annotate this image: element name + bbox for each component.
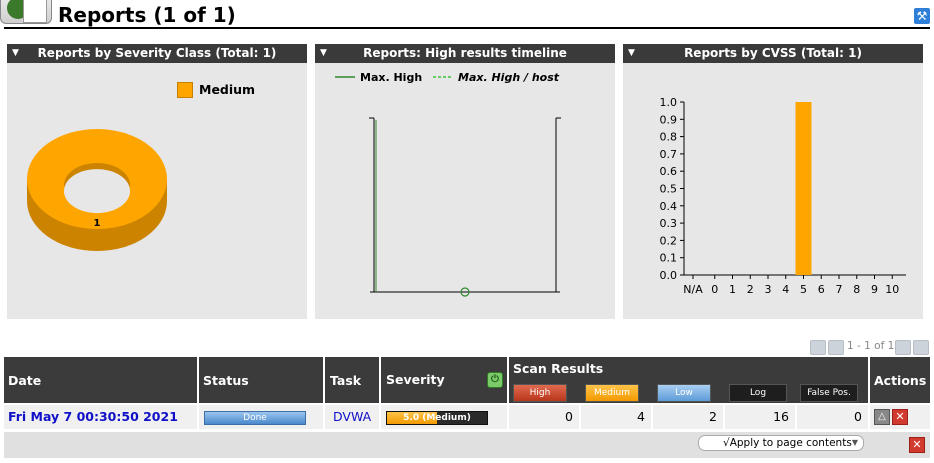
delta-icon[interactable]: △ bbox=[874, 409, 890, 425]
pagination-text: 1 - 1 of 1 bbox=[847, 340, 895, 352]
cvss-y-tick-label: 0.9 bbox=[660, 113, 678, 126]
cvss-y-tick-label: 0.4 bbox=[660, 200, 678, 213]
scan-col-log[interactable]: Log bbox=[729, 384, 787, 402]
status-progress-bar: Done bbox=[204, 411, 306, 425]
cvss-x-tick-label: 10 bbox=[885, 283, 899, 296]
cvss-x-tick-label: 8 bbox=[853, 283, 860, 296]
first-page-button[interactable] bbox=[810, 340, 826, 355]
timeline-legend-solid-label: Max. High bbox=[360, 71, 423, 84]
column-header-actions-label: Actions bbox=[874, 373, 927, 388]
collapse-caret-icon[interactable]: ▼ bbox=[628, 48, 635, 58]
cvss-x-tick-label: N/A bbox=[683, 283, 703, 296]
cvss-y-tick-label: 0.3 bbox=[660, 217, 678, 230]
timeline-legend-dashed-swatch bbox=[433, 76, 453, 78]
cvss-chart-panel: ▼ Reports by CVSS (Total: 1) 0.0 0.1 0.2 0.… bbox=[623, 44, 923, 319]
cvss-x-tick-label: 2 bbox=[747, 283, 754, 296]
scan-col-high[interactable]: High bbox=[513, 384, 567, 402]
cvss-y-tick-label: 0.2 bbox=[660, 234, 678, 247]
timeline-legend-dashed-label: Max. High / host bbox=[458, 71, 560, 84]
wrench-icon[interactable]: ⚒ bbox=[914, 8, 930, 24]
column-header-scan-results-label: Scan Results bbox=[513, 361, 604, 376]
column-header-severity-label: Severity bbox=[386, 372, 445, 387]
page-title: Reports (1 of 1) bbox=[58, 3, 236, 27]
report-date-link[interactable]: Fri May 7 00:30:50 2021 bbox=[4, 405, 197, 429]
severity-cell: 5.0 (Medium) bbox=[381, 405, 507, 429]
report-logo-icon bbox=[0, 0, 52, 24]
cvss-x-tick-label: 0 bbox=[711, 283, 718, 296]
legend-swatch-medium bbox=[177, 82, 193, 98]
next-page-button[interactable] bbox=[895, 340, 911, 355]
scan-col-low[interactable]: Low bbox=[657, 384, 711, 402]
column-header-task[interactable]: Task bbox=[325, 357, 379, 403]
cvss-chart-title: Reports by CVSS (Total: 1) bbox=[684, 46, 862, 60]
refresh-icon[interactable]: ⏻ bbox=[487, 372, 503, 388]
column-header-task-label: Task bbox=[330, 373, 362, 388]
timeline-chart-header[interactable]: ▼ Reports: High results timeline bbox=[315, 44, 615, 63]
severity-chart-panel: ▼ Reports by Severity Class (Total: 1) M… bbox=[7, 44, 307, 319]
previous-page-button[interactable] bbox=[828, 340, 844, 355]
count-medium: 4 bbox=[581, 405, 651, 429]
status-cell: Done bbox=[199, 405, 323, 429]
cvss-bar[interactable] bbox=[795, 102, 812, 275]
cvss-y-tick-label: 0.1 bbox=[660, 252, 678, 265]
count-log: 16 bbox=[725, 405, 795, 429]
chevron-down-icon: ▼ bbox=[851, 438, 858, 447]
scan-col-medium[interactable]: Medium bbox=[585, 384, 639, 402]
apply-to-page-label: √Apply to page contents bbox=[723, 437, 852, 449]
timeline-legend-solid-swatch bbox=[335, 76, 355, 78]
cvss-x-tick-label: 6 bbox=[818, 283, 825, 296]
severity-bar: 5.0 (Medium) bbox=[386, 411, 488, 425]
column-header-severity[interactable]: Severity ⏻ bbox=[381, 357, 507, 403]
status-label: Done bbox=[243, 413, 267, 423]
timeline-point[interactable] bbox=[460, 287, 470, 297]
column-header-status-label: Status bbox=[203, 373, 249, 388]
timeline-plot bbox=[369, 117, 561, 297]
collapse-caret-icon[interactable]: ▼ bbox=[320, 48, 327, 58]
scan-col-false-pos[interactable]: False Pos. bbox=[800, 384, 858, 402]
legend-label-medium: Medium bbox=[199, 82, 256, 97]
column-header-status[interactable]: Status bbox=[199, 357, 323, 403]
donut-slice-label: 1 bbox=[94, 218, 101, 229]
cvss-x-tick-label: 4 bbox=[782, 283, 789, 296]
cvss-x-tick-label: 1 bbox=[729, 283, 736, 296]
severity-bar-fill bbox=[387, 412, 437, 424]
bulk-delete-icon[interactable]: ✕ bbox=[909, 437, 925, 453]
cvss-chart-header[interactable]: ▼ Reports by CVSS (Total: 1) bbox=[623, 44, 923, 63]
severity-bar-label: 5.0 (Medium) bbox=[403, 413, 471, 423]
actions-cell: △ ✕ bbox=[870, 405, 930, 429]
severity-chart-title: Reports by Severity Class (Total: 1) bbox=[37, 46, 277, 60]
cvss-x-tick-label: 7 bbox=[836, 283, 843, 296]
timeline-chart-panel: ▼ Reports: High results timeline Max. Hi… bbox=[315, 44, 615, 319]
cvss-y-tick-label: 0.8 bbox=[660, 131, 678, 144]
column-header-date[interactable]: Date bbox=[4, 357, 197, 403]
delete-icon[interactable]: ✕ bbox=[892, 409, 908, 425]
column-header-date-label: Date bbox=[8, 373, 42, 388]
cvss-x-tick-label: 3 bbox=[765, 283, 772, 296]
apply-to-page-select[interactable]: √Apply to page contents ▼ bbox=[698, 435, 864, 451]
cvss-y-tick-label: 0.5 bbox=[660, 183, 678, 196]
cvss-x-tick-label: 5 bbox=[800, 283, 807, 296]
count-high: 0 bbox=[509, 405, 579, 429]
title-divider bbox=[4, 27, 930, 29]
timeline-chart-title: Reports: High results timeline bbox=[363, 46, 567, 60]
task-link[interactable]: DVWA bbox=[325, 405, 379, 429]
count-low: 2 bbox=[653, 405, 723, 429]
cvss-y-tick-label: 0.7 bbox=[660, 148, 678, 161]
severity-donut-chart: 1 bbox=[27, 129, 167, 251]
cvss-y-tick-label: 0.6 bbox=[660, 165, 678, 178]
severity-chart-header[interactable]: ▼ Reports by Severity Class (Total: 1) bbox=[7, 44, 307, 63]
cvss-y-tick-label: 1.0 bbox=[660, 96, 678, 109]
donut-hole bbox=[64, 169, 130, 214]
cvss-y-tick-label: 0.0 bbox=[660, 269, 678, 282]
collapse-caret-icon[interactable]: ▼ bbox=[12, 48, 19, 58]
cvss-x-tick-label: 9 bbox=[871, 283, 878, 296]
column-header-actions: Actions bbox=[870, 357, 930, 403]
cvss-bar-chart: 0.0 0.1 0.2 0.3 0.4 0.5 0.6 0.7 0.8 0.9 1.0 N/A 0 1 2 3… bbox=[660, 96, 906, 296]
count-false-pos: 0 bbox=[797, 405, 868, 429]
last-page-button[interactable] bbox=[913, 340, 929, 355]
